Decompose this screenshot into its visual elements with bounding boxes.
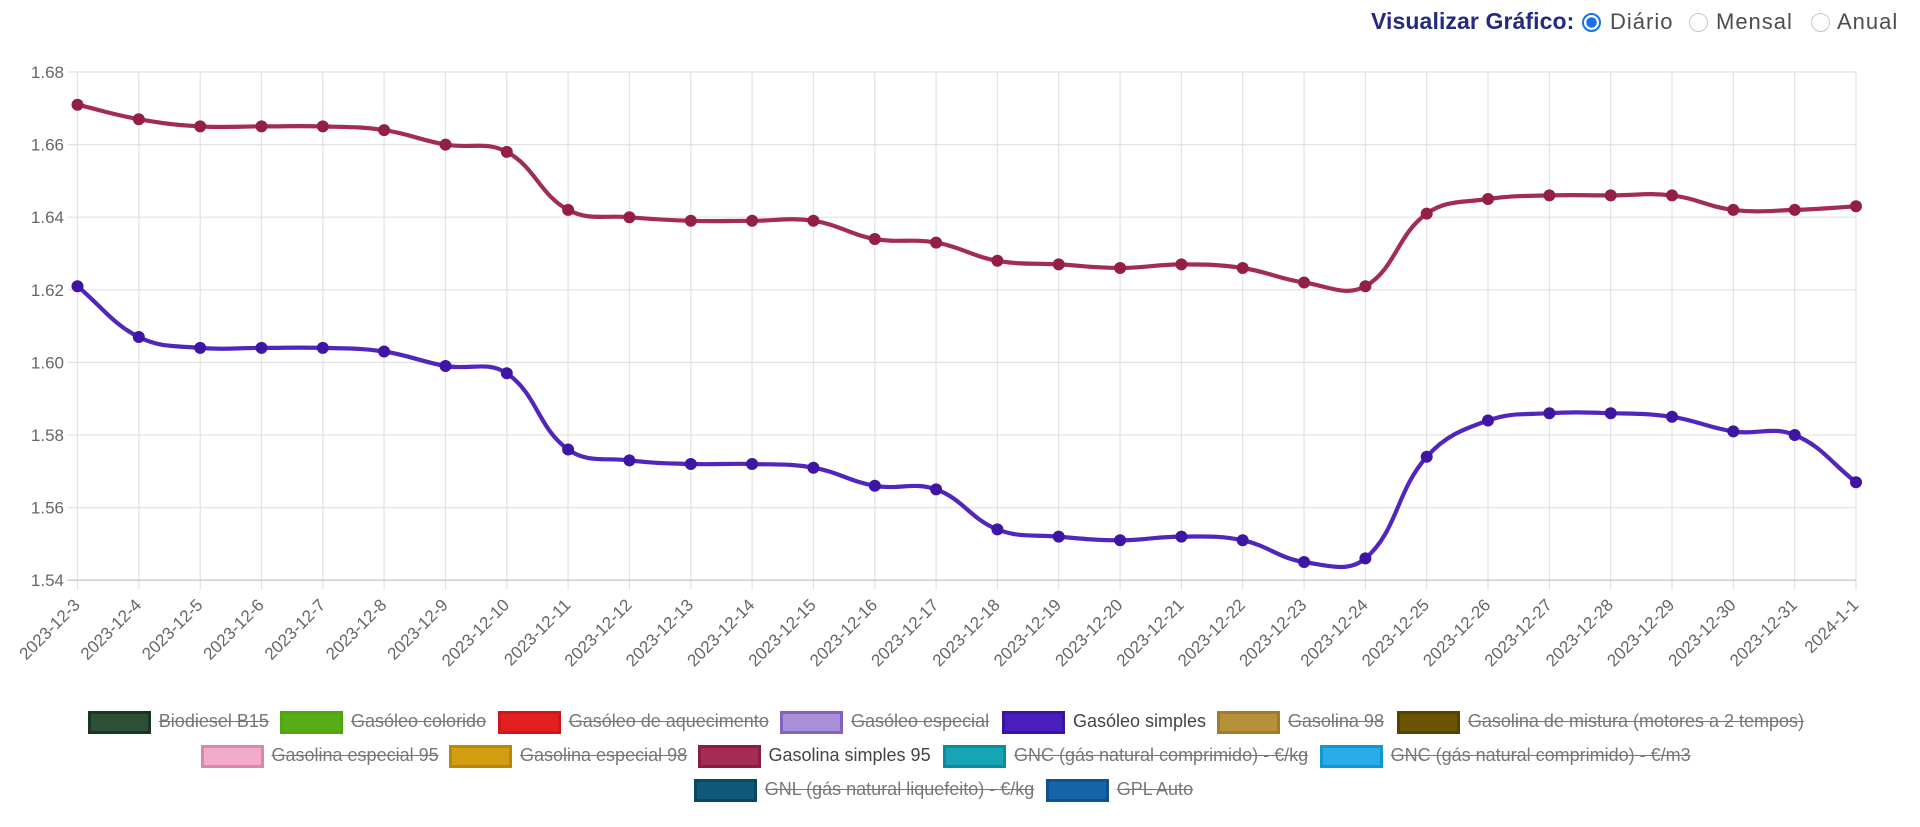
svg-text:1.68: 1.68	[31, 63, 64, 82]
svg-text:1.54: 1.54	[31, 571, 64, 590]
svg-text:2023-12-3: 2023-12-3	[16, 595, 84, 663]
svg-text:2024-1-1: 2024-1-1	[1801, 595, 1863, 657]
svg-text:2023-12-6: 2023-12-6	[200, 595, 268, 663]
svg-text:2023-12-5: 2023-12-5	[138, 595, 206, 663]
svg-text:2023-12-8: 2023-12-8	[322, 595, 390, 663]
svg-text:2023-12-4: 2023-12-4	[77, 595, 145, 663]
svg-text:2023-12-7: 2023-12-7	[261, 595, 329, 663]
svg-text:1.64: 1.64	[31, 208, 64, 227]
svg-text:1.56: 1.56	[31, 499, 64, 518]
svg-text:1.60: 1.60	[31, 353, 64, 372]
svg-text:1.62: 1.62	[31, 281, 64, 300]
svg-text:1.58: 1.58	[31, 426, 64, 445]
svg-text:1.66: 1.66	[31, 136, 64, 155]
